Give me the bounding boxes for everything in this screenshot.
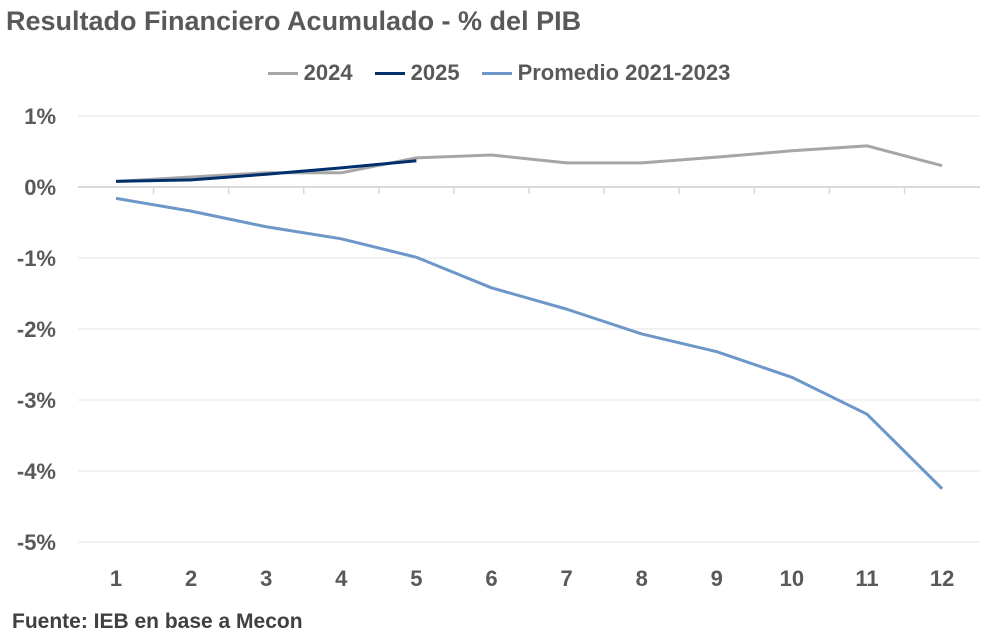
x-tick-label: 3 xyxy=(260,566,272,591)
y-tick-label: -2% xyxy=(17,317,56,342)
legend-item-2025: 2025 xyxy=(374,60,460,86)
legend-swatch xyxy=(267,71,298,75)
x-tick-label: 1 xyxy=(110,566,122,591)
x-tick-label: 5 xyxy=(410,566,422,591)
x-tick-label: 4 xyxy=(335,566,348,591)
x-tick-label: 7 xyxy=(560,566,572,591)
chart-title: Resultado Financiero Acumulado - % del P… xyxy=(6,6,582,36)
legend-swatch xyxy=(374,71,405,75)
x-tick-label: 8 xyxy=(636,566,648,591)
series-line-promedio-2021-2023 xyxy=(115,196,944,490)
y-tick-label: -1% xyxy=(17,246,56,271)
series-line-2025 xyxy=(115,159,417,183)
x-tick-label: 6 xyxy=(485,566,497,591)
x-tick-label: 9 xyxy=(711,566,723,591)
x-tick-label: 2 xyxy=(185,566,197,591)
y-tick-label: 1% xyxy=(24,104,56,129)
y-tick-label: -3% xyxy=(17,388,56,413)
legend: 2024 2025 Promedio 2021-2023 xyxy=(0,60,998,86)
x-tick-label: 12 xyxy=(930,566,954,591)
legend-item-promedio: Promedio 2021-2023 xyxy=(481,60,731,86)
x-tick-label: 11 xyxy=(855,566,878,591)
legend-item-2024: 2024 xyxy=(267,60,353,86)
y-tick-label: -5% xyxy=(17,530,56,555)
x-tick-label: 10 xyxy=(780,566,804,591)
legend-label: 2024 xyxy=(303,60,353,85)
y-tick-label: 0% xyxy=(24,175,56,200)
y-tick-label: -4% xyxy=(17,459,56,484)
legend-label: Promedio 2021-2023 xyxy=(517,60,731,85)
series-line-2024 xyxy=(115,144,943,183)
source-note: Fuente: IEB en base a Mecon xyxy=(12,610,303,633)
legend-label: 2025 xyxy=(410,60,460,85)
legend-swatch xyxy=(481,71,512,75)
